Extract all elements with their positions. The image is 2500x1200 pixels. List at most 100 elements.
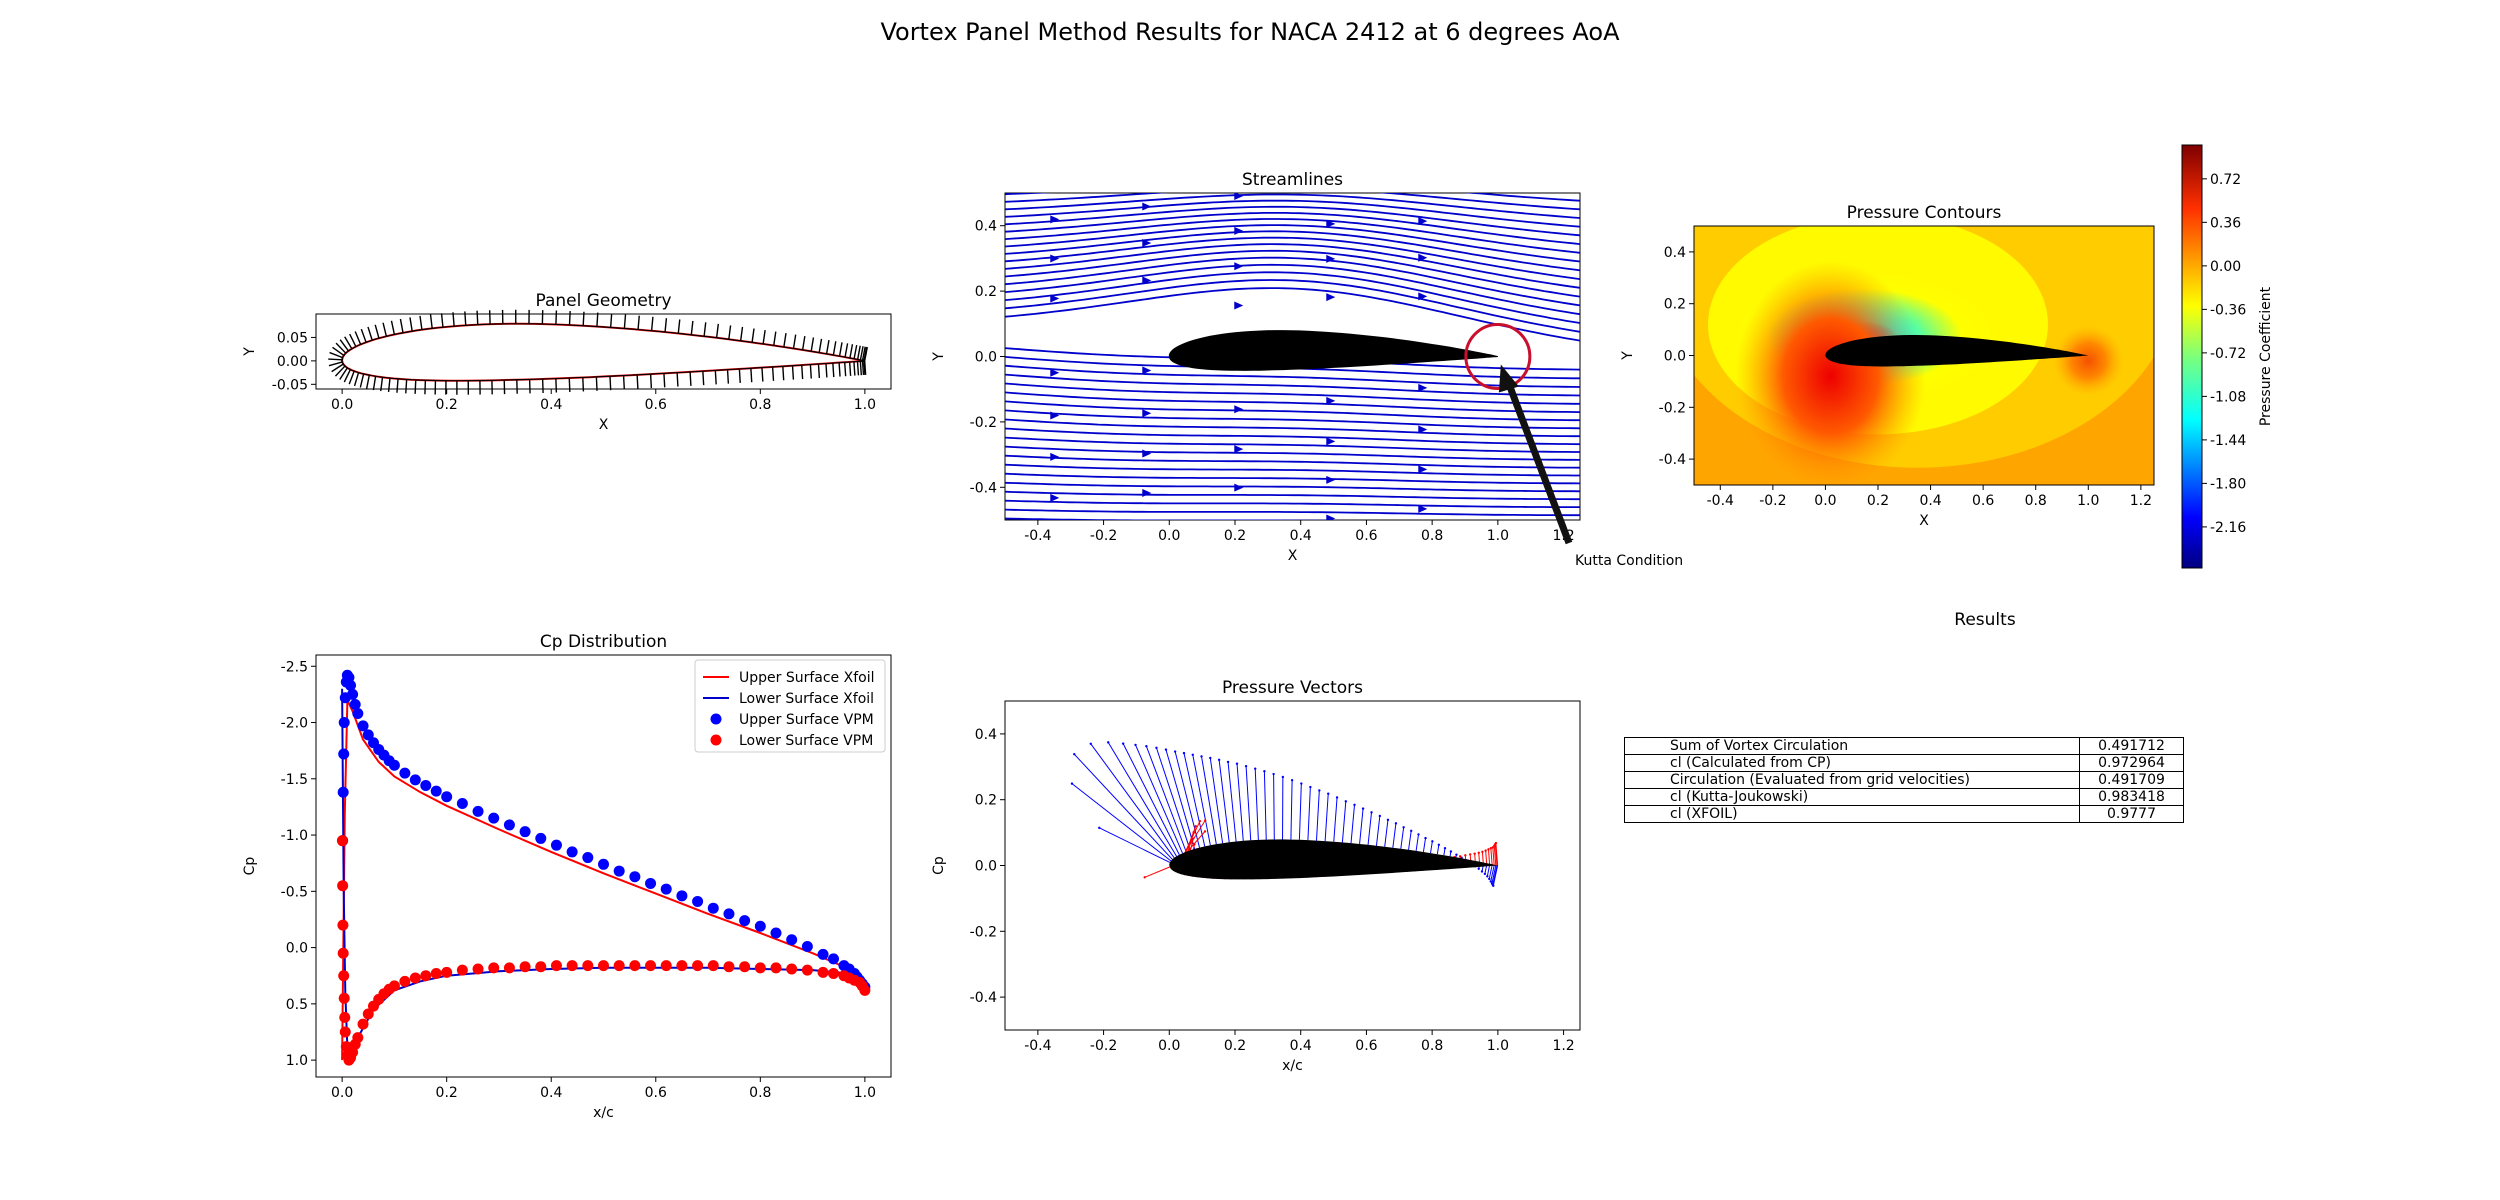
streamlines-ytick-label: -0.2	[970, 415, 997, 431]
pressure-vector	[1071, 783, 1172, 862]
pressure-vector	[1122, 743, 1180, 855]
airfoil-contour-line	[341, 322, 866, 382]
panel-normal	[832, 341, 837, 356]
streamlines-xtick-label: -0.4	[1024, 528, 1051, 544]
cp-point	[399, 975, 411, 987]
colorbar-label: Pressure Coefficient	[2258, 286, 2274, 426]
cp-point	[582, 960, 594, 972]
cp-legend: Upper Surface Xfoil Lower Surface Xfoil Up…	[694, 659, 886, 753]
pressure-vector-tip	[1386, 818, 1390, 822]
panel-normal	[856, 345, 861, 360]
streamline	[1005, 454, 1580, 469]
panel-normal	[335, 342, 347, 354]
panel-normal	[380, 377, 384, 392]
cp-point	[488, 812, 500, 824]
panel-normal	[859, 361, 863, 376]
panel-normal	[374, 324, 380, 339]
pressure-vector	[1493, 845, 1497, 866]
cp-point	[338, 748, 350, 760]
pressure-vector	[1400, 827, 1405, 849]
panel-geometry-ylabel: Y	[242, 347, 258, 357]
pressure-vector-tip	[1491, 846, 1495, 849]
cp-point	[519, 826, 531, 838]
cp-point	[535, 961, 547, 973]
cp-point	[339, 1026, 351, 1038]
panel-normal	[801, 336, 806, 351]
pressure-vectors-xtick-label: 0.8	[1421, 1038, 1443, 1054]
colorbar-tick-label: -1.08	[2210, 389, 2246, 405]
cp-point	[339, 1011, 351, 1023]
pressure-vector-tip	[1281, 775, 1285, 779]
cp-point	[441, 966, 453, 978]
pressure-vector-tip	[1410, 829, 1413, 833]
streamlines-xlabel: X	[1288, 548, 1298, 564]
pressure-vector-tip	[1486, 875, 1489, 878]
panel-normal	[783, 333, 787, 348]
results-row: cl (Kutta-Joukowski) 0.983418	[1624, 788, 2184, 806]
panel-normal	[751, 328, 755, 343]
panel-geometry-xtick-label: 0.0	[331, 397, 353, 413]
pressure-vector-tip	[1431, 840, 1434, 843]
panel-normal	[409, 317, 413, 332]
cp-legend-label: Upper Surface VPM	[739, 712, 874, 728]
streamline	[1005, 218, 1580, 254]
panel-normal	[861, 346, 866, 361]
pressure-vector-tip	[1335, 796, 1339, 799]
streamline-arrow	[1142, 409, 1152, 418]
cp-point	[801, 964, 813, 976]
streamlines-xtick-label: 0.4	[1290, 528, 1312, 544]
streamline	[1005, 224, 1580, 263]
panel-normal	[623, 314, 627, 329]
pressure-vector-tip	[1098, 826, 1101, 830]
pressure-vectors-axes: Pressure Vectors -0.4 -0.2 0.0 0.2 0.4 0.6 0.8 1…	[931, 678, 1581, 1074]
pressure-vector	[1209, 757, 1224, 844]
panel-normal	[676, 372, 679, 387]
colorbar-tick-label: 0.36	[2210, 215, 2241, 231]
cp-distribution-xtick-label: 0.8	[749, 1085, 771, 1101]
cp-legend-frame	[694, 659, 886, 753]
cp-point	[645, 877, 657, 889]
cp-point	[566, 960, 578, 972]
pressure-vector-tip	[1192, 837, 1195, 840]
results-label: cl (Calculated from CP)	[1624, 754, 2080, 772]
panel-geometry-ytick-label: -0.05	[272, 377, 308, 393]
streamline-arrow	[1326, 219, 1336, 228]
cp-point	[388, 980, 400, 992]
panel-normal	[419, 315, 423, 330]
pressure-vector	[1135, 744, 1183, 854]
pressure-contours-xtick-label: 0.0	[1814, 493, 1836, 509]
cp-distribution-plot	[336, 669, 871, 1066]
pressure-vector	[1298, 783, 1302, 840]
cp-point	[352, 708, 364, 720]
pressure-vector-tip	[1143, 876, 1146, 879]
streamline	[1005, 472, 1580, 485]
streamline-arrow	[1142, 529, 1151, 537]
cp-point	[409, 972, 421, 984]
panel-normal	[609, 376, 612, 391]
cp-point	[357, 720, 369, 732]
colorbar-tick-label: -1.44	[2210, 433, 2246, 449]
panel-normal	[739, 326, 744, 341]
contour-high-pressure	[1735, 261, 1926, 485]
panel-normal	[771, 366, 775, 381]
pressure-vectors-ytick-label: -0.2	[970, 924, 997, 940]
cp-point	[707, 960, 719, 972]
pressure-vector	[1490, 848, 1493, 866]
panel-normal	[677, 319, 681, 334]
cp-distribution-ylabel: Cp	[242, 857, 258, 876]
panel-normal	[476, 310, 479, 325]
pressure-contours-xtick-label: 0.2	[1867, 493, 1889, 509]
panel-normal	[595, 376, 598, 391]
pressure-vector-tip	[1318, 789, 1321, 792]
cp-point	[472, 963, 484, 975]
panel-normal	[863, 360, 867, 375]
pressure-vector-tip	[1468, 853, 1472, 856]
panel-geometry-xtick-label: 0.8	[749, 397, 771, 413]
pressure-vector-tip	[1344, 800, 1348, 803]
cp-point	[338, 970, 350, 982]
streamline	[1005, 212, 1580, 245]
panel-normal	[332, 346, 345, 356]
pressure-vectors-ytick-label: 0.2	[975, 793, 997, 809]
cp-point	[828, 953, 839, 965]
